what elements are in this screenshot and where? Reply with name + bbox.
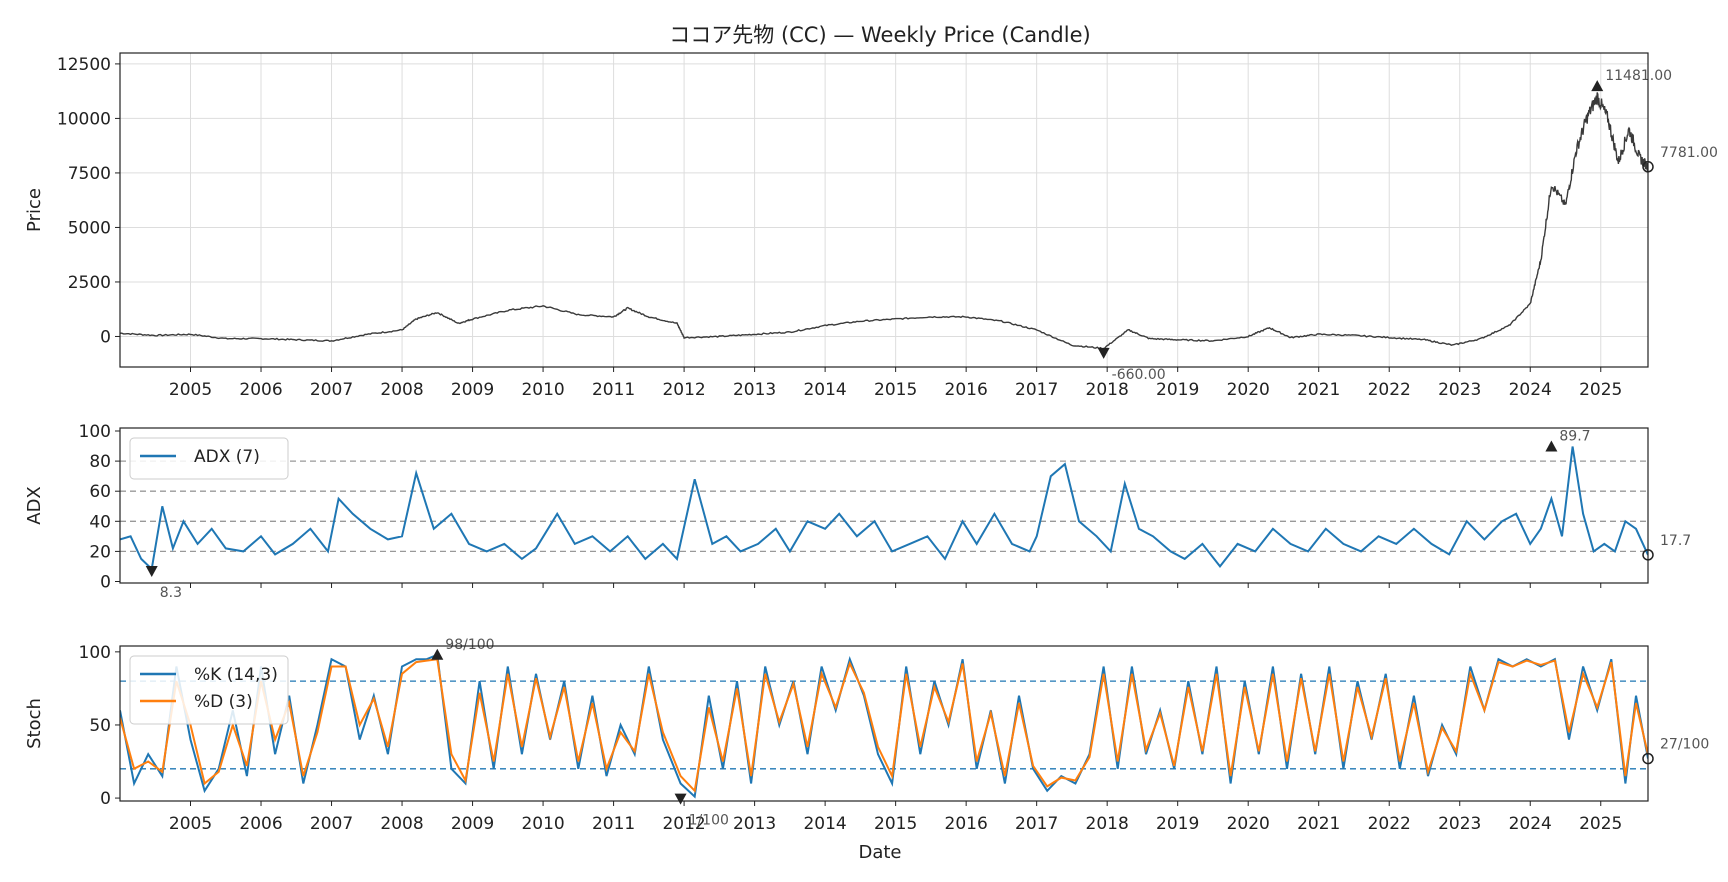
x-tick-label: 2010	[521, 814, 564, 834]
y-axis-label: ADX	[24, 486, 45, 525]
x-tick-label: 2019	[1156, 380, 1199, 400]
panel-2: 0 20 40 60 80 100 ADX 89.7 8.3 17.7 ADX (7)	[24, 422, 1691, 601]
x-tick-label: 2025	[1579, 814, 1622, 834]
y-tick-label: 50	[89, 716, 111, 736]
y-tick-label: 100	[79, 422, 111, 442]
legend: ADX (7)	[129, 437, 289, 480]
plot-frame	[119, 645, 1649, 802]
legend-entry: ADX (7)	[194, 447, 260, 467]
min-annotation: 8.3	[160, 585, 182, 601]
x-tick-label: 2022	[1368, 814, 1411, 834]
min-marker	[1097, 347, 1110, 359]
max-marker	[1545, 440, 1558, 452]
max-marker	[1591, 80, 1604, 92]
x-tick-label: 2016	[945, 814, 988, 834]
x-tick-label: 2015	[874, 380, 917, 400]
y-tick-label: 20	[89, 542, 111, 562]
y-tick-label: 100	[79, 643, 111, 663]
series-group	[120, 92, 1648, 350]
x-tick-label: 2016	[945, 380, 988, 400]
y-tick-label: 0	[100, 572, 111, 592]
legend-entry: %K (14,3)	[194, 665, 278, 685]
x-tick-label: 2018	[1086, 380, 1129, 400]
x-tick-label: 2005	[169, 380, 212, 400]
y-tick-label: 80	[89, 452, 111, 472]
x-tick-label: 2025	[1579, 380, 1622, 400]
y-tick-label: 60	[89, 482, 111, 502]
series-line-1	[120, 446, 1648, 572]
x-tick-label: 2023	[1438, 814, 1481, 834]
x-tick-label: 2020	[1227, 380, 1270, 400]
x-tick-label: 2012	[662, 814, 705, 834]
min-marker	[145, 566, 158, 578]
max-annotation: 98/100	[445, 637, 494, 653]
y-tick-label: 40	[89, 512, 111, 532]
min-annotation: -660.00	[1112, 367, 1166, 383]
x-tick-label: 2013	[733, 814, 776, 834]
y-axis-label: Stoch	[24, 698, 45, 749]
x-tick-label: 2011	[592, 814, 635, 834]
x-tick-label: 2020	[1227, 814, 1270, 834]
x-tick-label: 2024	[1509, 814, 1552, 834]
x-tick-label: 2021	[1297, 380, 1340, 400]
x-tick-label: 2015	[874, 814, 917, 834]
y-tick-label: 2500	[68, 273, 111, 293]
x-tick-label: 2008	[380, 814, 423, 834]
x-axis-label: Date	[858, 842, 901, 863]
y-tick-label: 0	[100, 327, 111, 347]
legend: %K (14,3) %D (3)	[129, 655, 289, 725]
last-annotation: 7781.00	[1660, 145, 1718, 161]
x-tick-label: 2009	[451, 380, 494, 400]
x-tick-label: 2013	[733, 380, 776, 400]
legend-entry: %D (3)	[194, 692, 253, 712]
x-tick-label: 2014	[803, 380, 846, 400]
x-tick-label: 2007	[310, 814, 353, 834]
series-line-2	[120, 658, 1648, 793]
x-tick-label: 2019	[1156, 814, 1199, 834]
y-tick-label: 5000	[68, 218, 111, 238]
x-tick-label: 2010	[521, 380, 564, 400]
max-annotation: 89.7	[1559, 429, 1590, 445]
last-annotation: 27/100	[1660, 737, 1709, 753]
plot-frame	[119, 427, 1649, 584]
min-annotation: 1/100	[689, 813, 729, 829]
legend-box	[129, 437, 289, 480]
y-tick-label: 10000	[57, 109, 111, 129]
price-series-line	[120, 92, 1648, 350]
panel-1: 2005 2006 2007 2008 2009 2010 2011 2012 2013 2014…	[24, 52, 1718, 400]
chart-title: ココア先物 (CC) — Weekly Price (Candle)	[669, 23, 1090, 47]
series-group	[120, 653, 1648, 799]
x-tick-label: 2009	[451, 814, 494, 834]
x-tick-label: 2022	[1368, 380, 1411, 400]
y-tick-label: 0	[100, 789, 111, 809]
x-tick-label: 2007	[310, 380, 353, 400]
x-tick-label: 2005	[169, 814, 212, 834]
max-marker	[431, 648, 444, 660]
x-tick-label: 2017	[1015, 380, 1058, 400]
x-tick-label: 2008	[380, 380, 423, 400]
x-tick-label: 2018	[1086, 814, 1129, 834]
min-marker	[674, 793, 687, 805]
x-tick-label: 2012	[662, 380, 705, 400]
plot-frame	[119, 52, 1649, 368]
x-tick-label: 2011	[592, 380, 635, 400]
y-axis-label: Price	[24, 188, 45, 232]
max-annotation: 11481.00	[1605, 68, 1672, 84]
x-tick-label: 2014	[803, 814, 846, 834]
series-group	[120, 446, 1648, 572]
x-tick-label: 2017	[1015, 814, 1058, 834]
y-tick-label: 7500	[68, 164, 111, 184]
panel-3: 2005 2006 2007 2008 2009 2010 2011 2012 2013 2014…	[24, 637, 1709, 834]
last-annotation: 17.7	[1660, 533, 1691, 549]
x-tick-label: 2006	[239, 814, 282, 834]
x-tick-label: 2021	[1297, 814, 1340, 834]
x-tick-label: 2024	[1509, 380, 1552, 400]
y-tick-label: 12500	[57, 55, 111, 75]
x-tick-label: 2006	[239, 380, 282, 400]
x-tick-label: 2023	[1438, 380, 1481, 400]
